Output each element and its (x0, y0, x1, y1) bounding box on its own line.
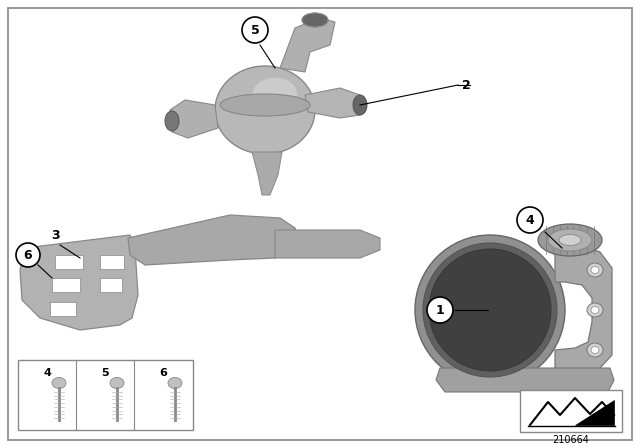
Ellipse shape (591, 346, 599, 353)
Polygon shape (436, 368, 614, 392)
Circle shape (429, 249, 551, 371)
Polygon shape (305, 88, 360, 118)
Circle shape (415, 235, 565, 385)
Bar (100, 255, 124, 269)
Text: 6: 6 (24, 249, 32, 262)
Polygon shape (555, 245, 612, 372)
Ellipse shape (587, 343, 603, 357)
Ellipse shape (253, 78, 298, 112)
Ellipse shape (353, 95, 367, 115)
Circle shape (423, 243, 557, 377)
Polygon shape (252, 152, 282, 195)
Text: 4: 4 (43, 368, 51, 378)
Polygon shape (20, 235, 138, 330)
Ellipse shape (587, 263, 603, 277)
Bar (50, 302, 76, 316)
Text: 210664: 210664 (552, 435, 589, 445)
Ellipse shape (220, 94, 310, 116)
Bar (18, 360, 193, 430)
Text: 5: 5 (251, 23, 259, 36)
Bar (100, 278, 122, 292)
Polygon shape (275, 230, 380, 258)
Bar (52, 278, 80, 292)
Polygon shape (280, 18, 335, 72)
Ellipse shape (215, 66, 315, 154)
Circle shape (427, 297, 453, 323)
Ellipse shape (168, 378, 182, 388)
Ellipse shape (591, 306, 599, 314)
Bar (520, 390, 622, 432)
Text: 5: 5 (101, 368, 109, 378)
Ellipse shape (52, 378, 66, 388)
Text: 6: 6 (159, 368, 167, 378)
Polygon shape (170, 100, 218, 138)
Circle shape (517, 207, 543, 233)
Circle shape (16, 243, 40, 267)
Ellipse shape (591, 267, 599, 273)
Text: 4: 4 (525, 214, 534, 227)
Ellipse shape (559, 234, 581, 246)
Circle shape (242, 17, 268, 43)
Bar (55, 255, 83, 269)
Ellipse shape (110, 378, 124, 388)
Text: 1: 1 (436, 303, 444, 316)
Text: 2: 2 (462, 78, 471, 91)
Polygon shape (128, 215, 300, 265)
Ellipse shape (165, 111, 179, 131)
Ellipse shape (538, 224, 602, 256)
Text: 3: 3 (51, 228, 60, 241)
Polygon shape (575, 400, 614, 425)
Ellipse shape (302, 13, 328, 27)
Ellipse shape (548, 229, 592, 251)
Ellipse shape (587, 303, 603, 317)
